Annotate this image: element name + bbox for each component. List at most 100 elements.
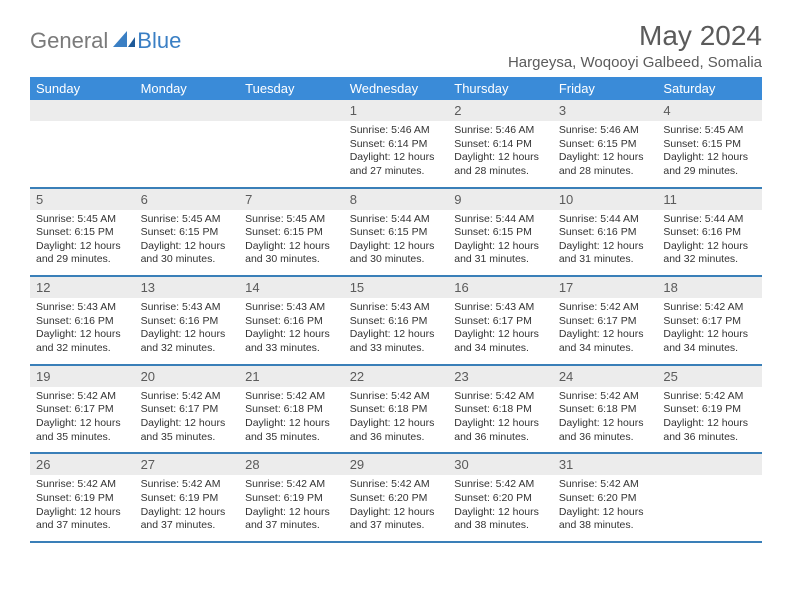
weekday-header: Monday xyxy=(135,77,240,100)
calendar-row: 26Sunrise: 5:42 AMSunset: 6:19 PMDayligh… xyxy=(30,453,762,542)
logo-text-1: General xyxy=(30,28,108,54)
day-details xyxy=(657,475,762,537)
day-details: Sunrise: 5:42 AMSunset: 6:20 PMDaylight:… xyxy=(344,475,449,541)
day-number: 21 xyxy=(239,366,344,387)
page-title: May 2024 xyxy=(508,20,762,52)
calendar-cell: 10Sunrise: 5:44 AMSunset: 6:16 PMDayligh… xyxy=(553,188,658,277)
weekday-header: Wednesday xyxy=(344,77,449,100)
day-details: Sunrise: 5:43 AMSunset: 6:16 PMDaylight:… xyxy=(135,298,240,364)
day-number: 12 xyxy=(30,277,135,298)
day-details: Sunrise: 5:42 AMSunset: 6:17 PMDaylight:… xyxy=(553,298,658,364)
day-number: 1 xyxy=(344,100,449,121)
calendar-cell: 3Sunrise: 5:46 AMSunset: 6:15 PMDaylight… xyxy=(553,100,658,188)
day-details: Sunrise: 5:44 AMSunset: 6:16 PMDaylight:… xyxy=(657,210,762,276)
calendar-cell xyxy=(239,100,344,188)
day-details: Sunrise: 5:42 AMSunset: 6:18 PMDaylight:… xyxy=(553,387,658,453)
calendar-cell: 21Sunrise: 5:42 AMSunset: 6:18 PMDayligh… xyxy=(239,365,344,454)
day-details: Sunrise: 5:42 AMSunset: 6:19 PMDaylight:… xyxy=(30,475,135,541)
calendar-cell: 17Sunrise: 5:42 AMSunset: 6:17 PMDayligh… xyxy=(553,276,658,365)
calendar-cell: 28Sunrise: 5:42 AMSunset: 6:19 PMDayligh… xyxy=(239,453,344,542)
day-number: 22 xyxy=(344,366,449,387)
day-details: Sunrise: 5:43 AMSunset: 6:17 PMDaylight:… xyxy=(448,298,553,364)
day-number: 3 xyxy=(553,100,658,121)
calendar-cell xyxy=(30,100,135,188)
calendar-cell: 19Sunrise: 5:42 AMSunset: 6:17 PMDayligh… xyxy=(30,365,135,454)
calendar-body: 1Sunrise: 5:46 AMSunset: 6:14 PMDaylight… xyxy=(30,100,762,542)
calendar-cell: 31Sunrise: 5:42 AMSunset: 6:20 PMDayligh… xyxy=(553,453,658,542)
calendar-cell xyxy=(657,453,762,542)
calendar-row: 19Sunrise: 5:42 AMSunset: 6:17 PMDayligh… xyxy=(30,365,762,454)
calendar-row: 1Sunrise: 5:46 AMSunset: 6:14 PMDaylight… xyxy=(30,100,762,188)
calendar-cell: 29Sunrise: 5:42 AMSunset: 6:20 PMDayligh… xyxy=(344,453,449,542)
day-details: Sunrise: 5:42 AMSunset: 6:17 PMDaylight:… xyxy=(30,387,135,453)
logo: General Blue xyxy=(30,28,181,54)
day-number xyxy=(135,100,240,121)
weekday-header: Friday xyxy=(553,77,658,100)
calendar-cell: 5Sunrise: 5:45 AMSunset: 6:15 PMDaylight… xyxy=(30,188,135,277)
day-details: Sunrise: 5:42 AMSunset: 6:19 PMDaylight:… xyxy=(239,475,344,541)
day-number: 23 xyxy=(448,366,553,387)
day-number: 7 xyxy=(239,189,344,210)
day-number: 30 xyxy=(448,454,553,475)
day-number: 2 xyxy=(448,100,553,121)
day-details: Sunrise: 5:43 AMSunset: 6:16 PMDaylight:… xyxy=(239,298,344,364)
calendar-cell: 11Sunrise: 5:44 AMSunset: 6:16 PMDayligh… xyxy=(657,188,762,277)
header: General Blue May 2024 Hargeysa, Woqooyi … xyxy=(30,20,762,71)
calendar-cell: 8Sunrise: 5:44 AMSunset: 6:15 PMDaylight… xyxy=(344,188,449,277)
calendar-cell: 13Sunrise: 5:43 AMSunset: 6:16 PMDayligh… xyxy=(135,276,240,365)
calendar-cell: 20Sunrise: 5:42 AMSunset: 6:17 PMDayligh… xyxy=(135,365,240,454)
calendar-cell: 16Sunrise: 5:43 AMSunset: 6:17 PMDayligh… xyxy=(448,276,553,365)
day-number: 10 xyxy=(553,189,658,210)
day-details: Sunrise: 5:46 AMSunset: 6:15 PMDaylight:… xyxy=(553,121,658,187)
calendar-cell: 6Sunrise: 5:45 AMSunset: 6:15 PMDaylight… xyxy=(135,188,240,277)
day-details: Sunrise: 5:42 AMSunset: 6:18 PMDaylight:… xyxy=(448,387,553,453)
day-number: 27 xyxy=(135,454,240,475)
day-details: Sunrise: 5:42 AMSunset: 6:20 PMDaylight:… xyxy=(553,475,658,541)
weekday-row: Sunday Monday Tuesday Wednesday Thursday… xyxy=(30,77,762,100)
day-number: 29 xyxy=(344,454,449,475)
day-details: Sunrise: 5:42 AMSunset: 6:18 PMDaylight:… xyxy=(344,387,449,453)
day-number xyxy=(239,100,344,121)
day-details: Sunrise: 5:42 AMSunset: 6:19 PMDaylight:… xyxy=(135,475,240,541)
day-number: 26 xyxy=(30,454,135,475)
day-details xyxy=(239,121,344,183)
day-details xyxy=(135,121,240,183)
day-number: 6 xyxy=(135,189,240,210)
calendar-cell: 30Sunrise: 5:42 AMSunset: 6:20 PMDayligh… xyxy=(448,453,553,542)
day-details: Sunrise: 5:44 AMSunset: 6:15 PMDaylight:… xyxy=(344,210,449,276)
day-number: 20 xyxy=(135,366,240,387)
day-number: 13 xyxy=(135,277,240,298)
day-details: Sunrise: 5:42 AMSunset: 6:18 PMDaylight:… xyxy=(239,387,344,453)
day-details: Sunrise: 5:43 AMSunset: 6:16 PMDaylight:… xyxy=(344,298,449,364)
calendar-cell: 25Sunrise: 5:42 AMSunset: 6:19 PMDayligh… xyxy=(657,365,762,454)
day-details: Sunrise: 5:44 AMSunset: 6:15 PMDaylight:… xyxy=(448,210,553,276)
day-number: 11 xyxy=(657,189,762,210)
day-number xyxy=(657,454,762,475)
day-number: 19 xyxy=(30,366,135,387)
day-number: 24 xyxy=(553,366,658,387)
calendar-cell: 23Sunrise: 5:42 AMSunset: 6:18 PMDayligh… xyxy=(448,365,553,454)
day-details: Sunrise: 5:46 AMSunset: 6:14 PMDaylight:… xyxy=(448,121,553,187)
calendar-cell: 7Sunrise: 5:45 AMSunset: 6:15 PMDaylight… xyxy=(239,188,344,277)
weekday-header: Sunday xyxy=(30,77,135,100)
calendar-cell: 14Sunrise: 5:43 AMSunset: 6:16 PMDayligh… xyxy=(239,276,344,365)
weekday-header: Thursday xyxy=(448,77,553,100)
day-number: 17 xyxy=(553,277,658,298)
calendar-cell: 4Sunrise: 5:45 AMSunset: 6:15 PMDaylight… xyxy=(657,100,762,188)
day-number: 5 xyxy=(30,189,135,210)
day-number: 8 xyxy=(344,189,449,210)
day-number: 15 xyxy=(344,277,449,298)
day-details: Sunrise: 5:42 AMSunset: 6:17 PMDaylight:… xyxy=(135,387,240,453)
calendar-cell: 1Sunrise: 5:46 AMSunset: 6:14 PMDaylight… xyxy=(344,100,449,188)
calendar-cell: 24Sunrise: 5:42 AMSunset: 6:18 PMDayligh… xyxy=(553,365,658,454)
day-details: Sunrise: 5:42 AMSunset: 6:19 PMDaylight:… xyxy=(657,387,762,453)
calendar-cell xyxy=(135,100,240,188)
day-details: Sunrise: 5:42 AMSunset: 6:17 PMDaylight:… xyxy=(657,298,762,364)
weekday-header: Saturday xyxy=(657,77,762,100)
day-details: Sunrise: 5:43 AMSunset: 6:16 PMDaylight:… xyxy=(30,298,135,364)
day-details: Sunrise: 5:46 AMSunset: 6:14 PMDaylight:… xyxy=(344,121,449,187)
day-details: Sunrise: 5:45 AMSunset: 6:15 PMDaylight:… xyxy=(30,210,135,276)
day-number: 9 xyxy=(448,189,553,210)
day-number: 14 xyxy=(239,277,344,298)
day-details: Sunrise: 5:45 AMSunset: 6:15 PMDaylight:… xyxy=(239,210,344,276)
